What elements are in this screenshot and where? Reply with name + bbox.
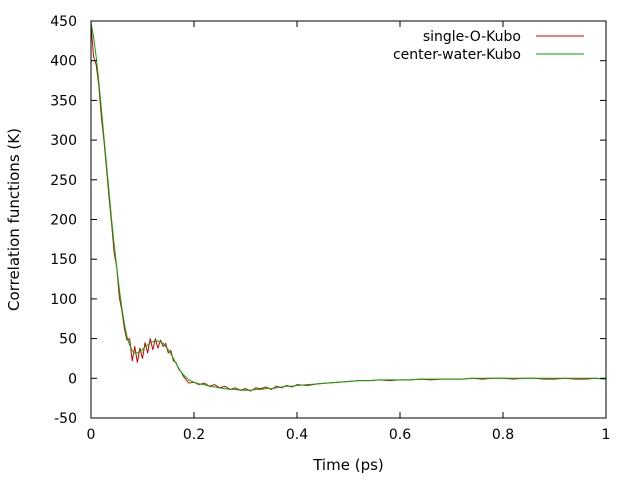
y-axis: -50 0 50 100 150 200 250 300 350 400 450 — [50, 14, 606, 427]
y-tick-label: 100 — [50, 292, 77, 308]
x-tick-label: 0.6 — [389, 427, 411, 443]
plot-frame — [90, 20, 607, 419]
y-tick-label: 300 — [50, 133, 77, 149]
y-tick-label: 0 — [68, 371, 77, 387]
series-line-center-water-Kubo — [90, 22, 607, 391]
y-tick-label: 350 — [50, 93, 77, 109]
y-tick-label: 400 — [50, 54, 77, 70]
x-tick-label: 0 — [87, 427, 96, 443]
legend: single-O-Kubo center-water-Kubo — [393, 29, 584, 63]
x-tick-label: 0.2 — [183, 427, 205, 443]
y-tick-label: -50 — [54, 411, 77, 427]
x-tick-label: 1 — [602, 427, 611, 443]
x-axis-label: Time (ps) — [312, 456, 384, 474]
series-line-single-O-Kubo — [90, 24, 607, 392]
x-axis: 0 0.2 0.4 0.6 0.8 1 — [87, 21, 611, 443]
legend-label: center-water-Kubo — [393, 47, 521, 63]
plot-area — [90, 22, 607, 392]
x-tick-label: 0.4 — [286, 427, 308, 443]
y-tick-label: 50 — [59, 332, 77, 348]
y-tick-label: 450 — [50, 14, 77, 30]
y-tick-label: 150 — [50, 252, 77, 268]
y-tick-label: 250 — [50, 173, 77, 189]
y-tick-label: 200 — [50, 213, 77, 229]
y-axis-label: Correlation functions (K) — [5, 128, 23, 311]
legend-label: single-O-Kubo — [423, 29, 521, 45]
x-tick-label: 0.8 — [492, 427, 514, 443]
